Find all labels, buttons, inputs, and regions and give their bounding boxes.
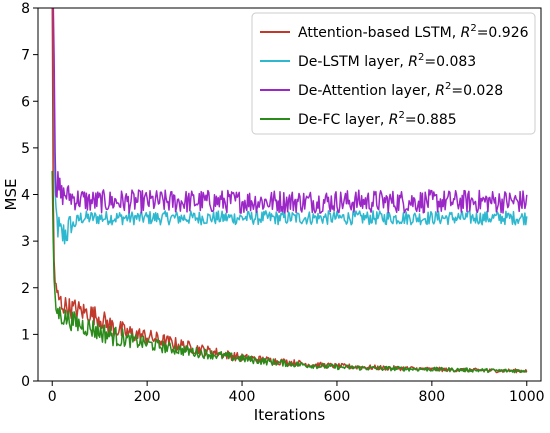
- legend-entry: De-Attention layer, R2=0.028: [298, 81, 503, 99]
- series-line-3: [51, 170, 528, 374]
- x-tick-label: 1000: [509, 389, 545, 405]
- x-tick-label: 600: [324, 389, 351, 405]
- legend-entry: De-LSTM layer, R2=0.083: [298, 52, 476, 70]
- y-tick-label: 5: [21, 141, 30, 157]
- legend: Attention-based LSTM, R2=0.926 De-LSTM la…: [251, 12, 536, 135]
- legend-entry: Attention-based LSTM, R2=0.926: [298, 23, 529, 41]
- x-axis-label: Iterations: [254, 406, 326, 424]
- series-line-1: [51, 8, 528, 245]
- y-axis-ticks: 0 1 2 3 4 5 6 7 8: [21, 1, 38, 390]
- y-tick-label: 6: [21, 94, 30, 110]
- plot-lines: [51, 8, 528, 374]
- y-tick-label: 0: [21, 374, 30, 390]
- y-tick-label: 1: [21, 327, 30, 343]
- y-tick-label: 8: [21, 1, 30, 17]
- y-tick-label: 4: [21, 188, 30, 204]
- x-axis-ticks: 0 200 400 600 800 1000: [48, 381, 545, 405]
- legend-entry: De-FC layer, R2=0.885: [298, 110, 457, 128]
- y-axis-label: MSE: [2, 179, 20, 211]
- y-tick-label: 7: [21, 48, 30, 64]
- series-line-0: [51, 8, 528, 374]
- x-tick-label: 200: [134, 389, 161, 405]
- y-tick-label: 2: [21, 281, 30, 297]
- y-tick-label: 3: [21, 234, 30, 250]
- x-tick-label: 400: [229, 389, 256, 405]
- x-tick-label: 800: [418, 389, 445, 405]
- series-line-2: [52, 8, 528, 214]
- x-tick-label: 0: [48, 389, 57, 405]
- legend-box: [251, 12, 536, 135]
